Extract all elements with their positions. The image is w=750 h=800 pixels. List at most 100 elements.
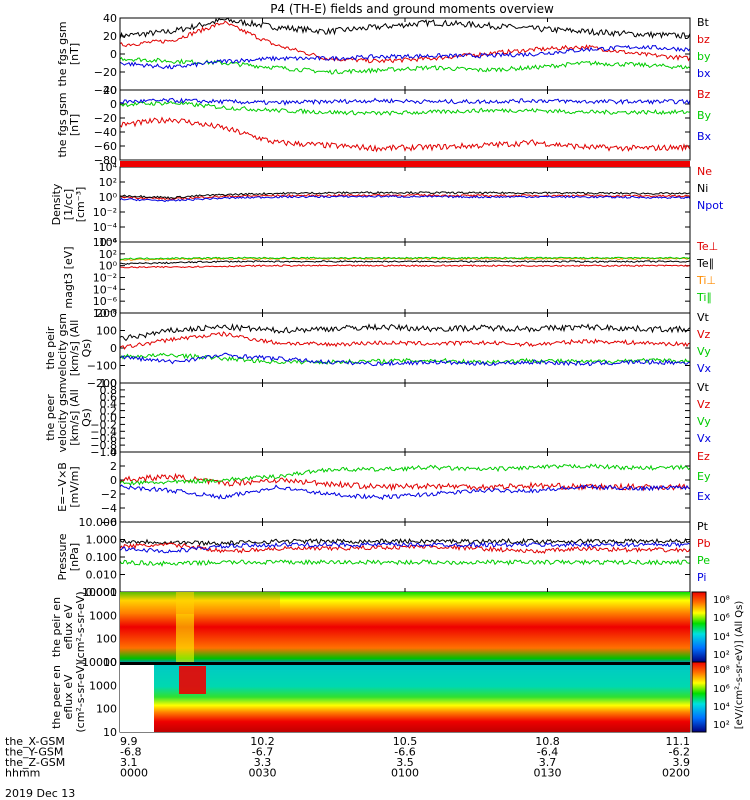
legend-entry: Ez — [697, 450, 710, 463]
time-tick-label: 3.9 — [673, 756, 691, 769]
legend-entry: Vz — [697, 328, 711, 341]
heatmap-peir-body — [120, 592, 690, 662]
y-tick-label: 10⁴ — [99, 236, 118, 249]
y-axis-label: [mV/m] — [68, 466, 81, 507]
legend-entry: by — [697, 50, 711, 63]
y-tick-label: 10 — [103, 726, 117, 739]
legend-entry: Ni — [697, 182, 708, 195]
series-line-te — [119, 264, 691, 269]
panel-frame — [119, 521, 691, 593]
time-tick-label: 0130 — [534, 767, 562, 780]
y-tick-label: −0.6 — [90, 432, 117, 445]
time-axis: the_X-GSM 9.9 10.2 10.5 10.8 11.1 the_Y-GSM -6.… — [5, 735, 690, 780]
y-axis-label: velocity gsm — [56, 313, 69, 383]
y-tick-label: −0.8 — [90, 439, 117, 452]
time-tick-label: -6.4 — [537, 746, 558, 759]
heatmap-peer-event — [179, 666, 206, 694]
time-tick-label: 0000 — [120, 767, 148, 780]
time-tick-label: 3.5 — [396, 756, 414, 769]
series-line-npot — [119, 194, 691, 203]
y-tick-label: −80 — [94, 154, 117, 167]
heatmap-peer-gap — [120, 662, 154, 732]
y-tick-label: 1000 — [89, 609, 117, 622]
colorbar-tick: 10⁶ — [713, 684, 730, 695]
time-tick-label: 3.3 — [254, 756, 272, 769]
time-tick-label: -6.6 — [394, 746, 415, 759]
y-tick-label: −20 — [94, 112, 117, 125]
colorbar-label: [eV/(cm²-s-sr-eV)] (All Qs) — [734, 601, 745, 730]
panel-6: 1.00.80.60.40.20.0−0.2−0.4−0.6−0.8−1.0 th… — [44, 377, 712, 459]
y-tick-label: −0.4 — [90, 425, 117, 438]
panel-3: 10⁴ 10² 10⁰ 10⁻² 10⁻⁴ 10⁻⁶ Density [1/cc] [cm⁻³]… — [50, 161, 724, 249]
series-line-pi — [119, 541, 691, 554]
y-tick-label: −60 — [94, 140, 117, 153]
legend-entry: Te⊥ — [696, 240, 718, 253]
panel-frame — [119, 166, 691, 243]
y-tick-label: 10⁻⁸ — [93, 307, 118, 320]
y-tick-label: 100 — [96, 703, 117, 716]
y-axis-label: the fgs gsm — [56, 21, 69, 86]
heatmap-peer — [120, 662, 690, 732]
y-tick-label: 0.6 — [100, 391, 118, 404]
series-line-bz — [119, 20, 691, 64]
series-line-ni — [119, 190, 691, 200]
y-axis-label: Density — [50, 183, 63, 225]
legend-entry: Ey — [697, 470, 711, 483]
y-tick-label: 10⁻⁶ — [93, 236, 118, 249]
y-tick-label: 0.8 — [100, 384, 118, 397]
y-tick-label: 10² — [99, 176, 117, 189]
panel-frame — [119, 241, 691, 314]
y-axis-label: the peer en — [50, 665, 63, 729]
y-tick-label: 4 — [110, 446, 117, 459]
y-axis-label: magt3 [eV] — [62, 246, 75, 308]
series-line-ne — [119, 193, 691, 201]
legend-entry: Pe — [697, 554, 710, 567]
time-tick-label: 3.7 — [539, 756, 557, 769]
series-line-vt — [119, 322, 691, 342]
y-tick-label: 40 — [103, 12, 117, 25]
time-row-label: hhmm — [5, 767, 40, 780]
time-tick-label: 0200 — [662, 767, 690, 780]
y-tick-label: 0.001 — [86, 586, 118, 599]
y-axis-label: eflux eV — [62, 604, 75, 649]
y-tick-label: 0.0 — [100, 412, 118, 425]
colorbar-tick: 10⁴ — [713, 632, 730, 643]
y-tick-label: 10⁻⁴ — [93, 221, 118, 234]
y-tick-label: 10 — [103, 656, 117, 669]
y-tick-label: 2 — [110, 460, 117, 473]
series-line-bz — [119, 116, 691, 153]
y-tick-label: 10⁻² — [93, 206, 117, 219]
legend-entry: Pi — [697, 571, 706, 584]
y-tick-label: 0 — [110, 474, 117, 487]
y-tick-label: 10⁰ — [99, 191, 118, 204]
chart-title: P4 (TH-E) fields and ground moments over… — [270, 2, 554, 16]
y-tick-label: 10⁻⁶ — [93, 295, 118, 308]
panel-1: 40 20 0 −20 −40 the fgs gsm [nT] Bt bz by bx — [56, 12, 711, 97]
colorbar-tick: 10² — [713, 720, 730, 731]
panel-5: 200 100 0 −100 −200 the peir velocity gsm [km/s… — [44, 307, 712, 390]
time-tick-label: -6.7 — [252, 746, 273, 759]
y-tick-label: 0 — [110, 342, 117, 355]
series-line-te — [120, 260, 691, 265]
time-tick-label: 10.8 — [535, 735, 560, 748]
y-axis-label: velocity gsm — [56, 383, 69, 453]
y-tick-label: 0.2 — [100, 405, 118, 418]
legend-entry: Npot — [697, 199, 724, 212]
panel-8: 10.000 1.000 0.100 0.010 0.001 Pressure [nPa] P… — [56, 516, 711, 599]
y-axis-label: E=−V×B — [56, 462, 69, 512]
y-tick-label: 0.4 — [100, 398, 118, 411]
y-tick-label: −20 — [94, 66, 117, 79]
time-row-label: the_X-GSM — [5, 735, 65, 748]
y-tick-label: 10⁰ — [99, 260, 118, 273]
y-axis-label: [km/s] (All — [68, 320, 81, 377]
legend-entry: Ti⊥ — [696, 274, 716, 287]
y-tick-label: 1.000 — [86, 534, 118, 547]
time-row-label: the_Z-GSM — [5, 756, 65, 769]
y-tick-label: −6 — [101, 516, 117, 529]
y-tick-label: 10000 — [82, 586, 117, 599]
y-tick-label: 1.0 — [100, 377, 118, 390]
legend-entry: Vy — [697, 415, 711, 428]
y-tick-label: −40 — [94, 126, 117, 139]
